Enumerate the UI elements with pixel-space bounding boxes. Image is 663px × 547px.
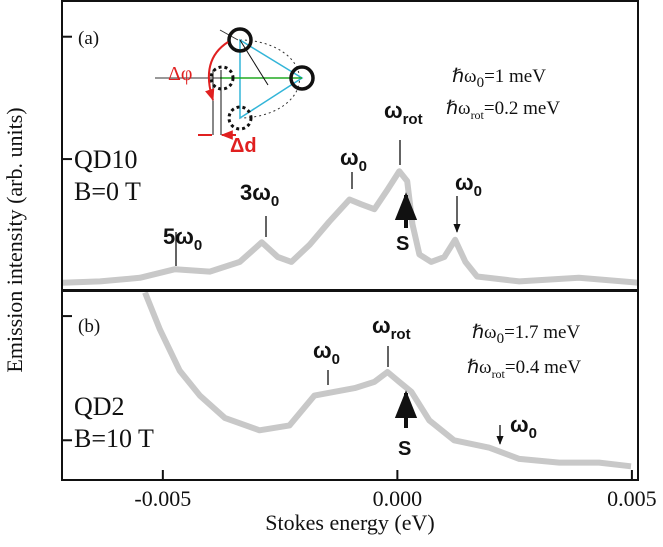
annotation: 5ω0 xyxy=(163,224,202,254)
panel-label: (a) xyxy=(78,28,99,49)
annotation: Δφ xyxy=(168,63,192,85)
field: B=0 T xyxy=(74,177,141,206)
inset-diagram: Δφ Δd xyxy=(155,27,315,157)
spectrum-line xyxy=(61,168,639,286)
x-tick-label: -0.005 xyxy=(134,486,191,511)
annotation: ℏωrot=0.4 meV xyxy=(467,357,581,381)
annotation: ω0 xyxy=(510,412,537,442)
spectrum-line xyxy=(142,291,632,470)
curves xyxy=(61,168,639,470)
annotation: ℏω0=1.7 meV xyxy=(472,322,580,347)
sample: QD10 xyxy=(74,145,138,174)
annotation: 3ω0 xyxy=(240,180,279,210)
annotation: Δd xyxy=(230,135,257,157)
annotation: ωrot xyxy=(384,98,423,128)
y-axis-label: Emission intensity (arb. units) xyxy=(2,107,27,372)
annotation: ωrot xyxy=(372,313,411,343)
annotation: ℏω0=1 meV xyxy=(452,66,546,91)
plot-frame xyxy=(61,290,639,481)
x-tick-label: 0.005 xyxy=(607,486,657,511)
x-tick-label: 0.000 xyxy=(373,486,423,511)
annotation: ℏωrot=0.2 meV xyxy=(446,98,560,122)
annotation: S xyxy=(396,233,409,255)
annotation: S xyxy=(398,438,411,460)
annotation: ω0 xyxy=(313,338,340,368)
field: B=10 T xyxy=(74,424,154,453)
panel-label: (b) xyxy=(78,316,100,337)
annotation: ω0 xyxy=(455,170,482,200)
annotation: ω0 xyxy=(340,145,367,175)
sample: QD2 xyxy=(74,392,125,421)
x-axis-label: Stokes energy (eV) xyxy=(265,510,434,535)
